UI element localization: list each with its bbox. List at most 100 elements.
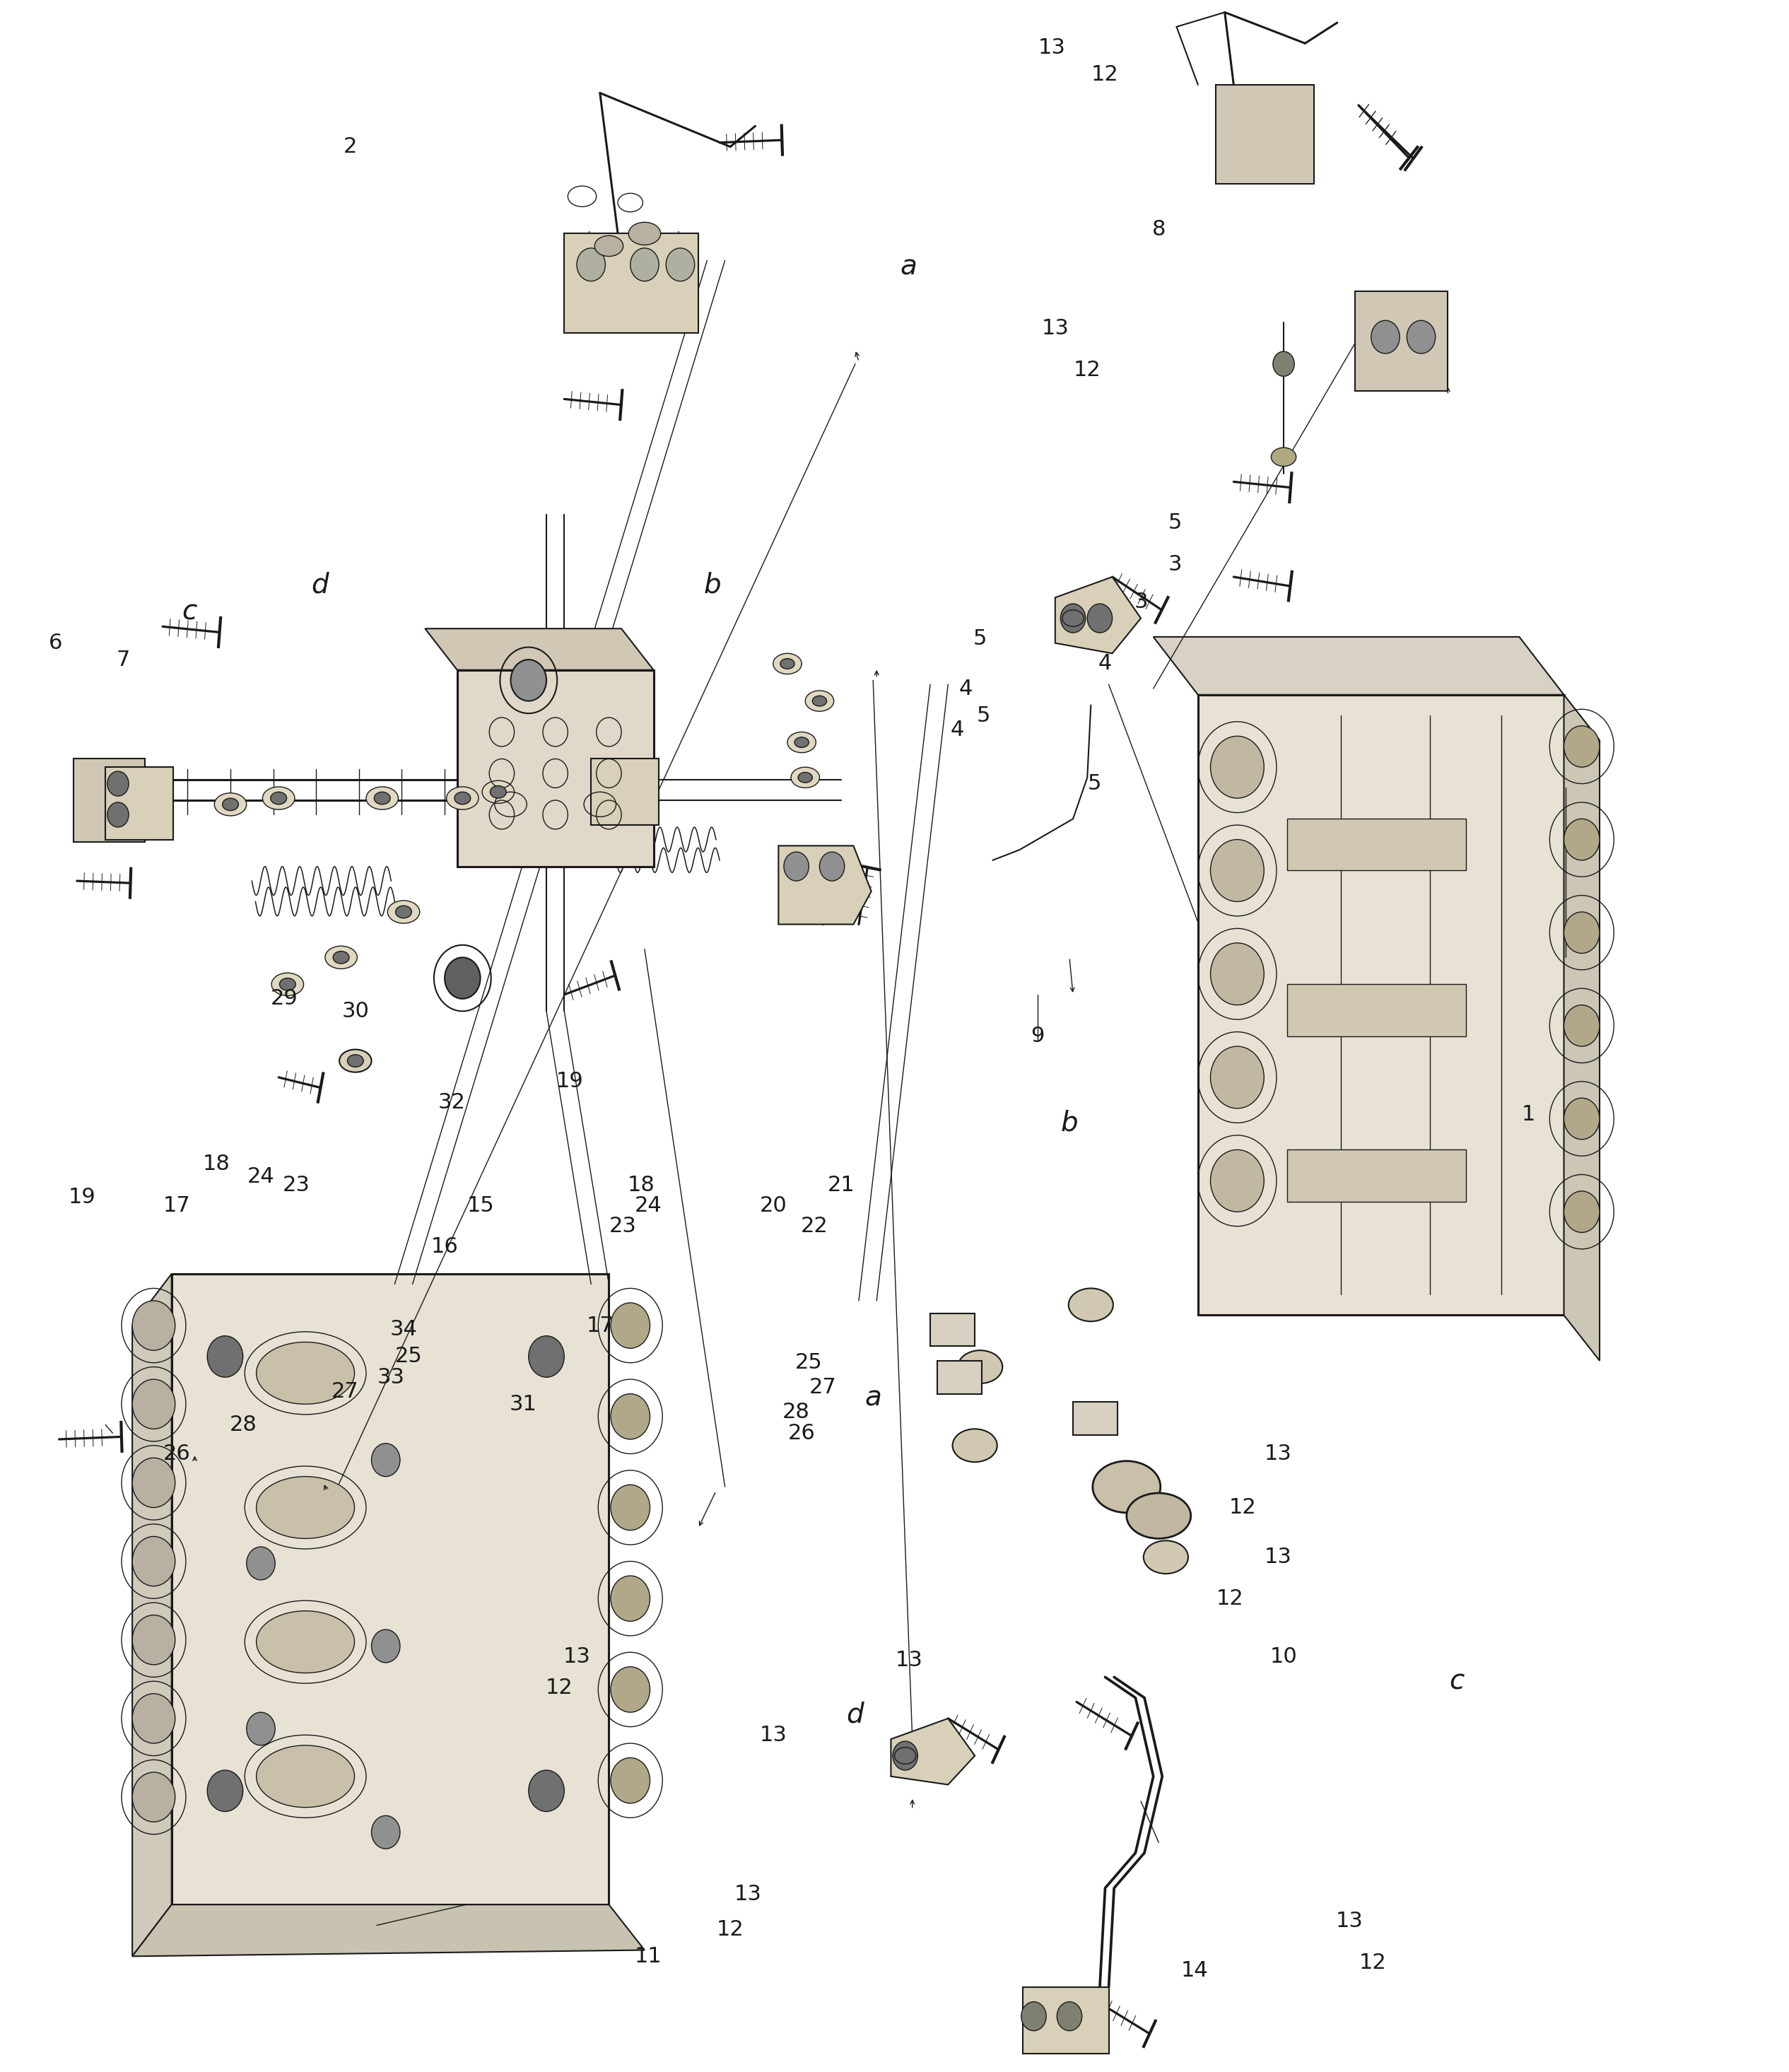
Text: 21: 21 <box>827 1175 855 1196</box>
Text: 12: 12 <box>1073 361 1100 381</box>
Text: 28: 28 <box>782 1403 810 1423</box>
Text: 27: 27 <box>331 1382 358 1403</box>
Ellipse shape <box>1093 1461 1161 1513</box>
Ellipse shape <box>628 222 660 244</box>
Bar <box>1023 1987 1109 2053</box>
Ellipse shape <box>1127 1494 1191 1539</box>
Text: 12: 12 <box>1217 1589 1243 1608</box>
Circle shape <box>528 1336 564 1378</box>
Ellipse shape <box>957 1351 1002 1384</box>
Ellipse shape <box>279 978 295 990</box>
Circle shape <box>132 1614 175 1664</box>
Text: 23: 23 <box>283 1175 309 1196</box>
Ellipse shape <box>1068 1289 1113 1322</box>
Text: a: a <box>900 253 918 280</box>
Ellipse shape <box>490 785 506 798</box>
Circle shape <box>510 659 546 700</box>
Text: 12: 12 <box>717 1919 744 1939</box>
Ellipse shape <box>256 1745 354 1807</box>
Circle shape <box>1211 1150 1265 1212</box>
Circle shape <box>610 1757 649 1803</box>
Ellipse shape <box>395 905 411 918</box>
Bar <box>458 669 653 866</box>
Polygon shape <box>132 1904 644 1956</box>
Polygon shape <box>426 628 653 669</box>
Circle shape <box>630 249 658 282</box>
Text: 8: 8 <box>1152 220 1166 240</box>
Text: 5: 5 <box>973 628 988 649</box>
Circle shape <box>893 1740 918 1769</box>
Circle shape <box>1274 352 1295 377</box>
Text: c: c <box>1449 1668 1465 1695</box>
Text: 12: 12 <box>546 1676 572 1697</box>
Ellipse shape <box>270 792 286 804</box>
Circle shape <box>1211 736 1265 798</box>
Polygon shape <box>132 1274 172 1956</box>
Text: 28: 28 <box>229 1415 256 1436</box>
Bar <box>1288 818 1465 870</box>
Circle shape <box>372 1629 401 1662</box>
Circle shape <box>1564 818 1599 860</box>
Bar <box>1288 984 1465 1036</box>
Ellipse shape <box>326 947 358 970</box>
Circle shape <box>610 1666 649 1711</box>
Text: 13: 13 <box>1336 1910 1363 1931</box>
Text: 29: 29 <box>270 988 297 1009</box>
Text: a: a <box>864 1384 882 1411</box>
Ellipse shape <box>1272 448 1297 466</box>
Text: b: b <box>1061 1109 1079 1135</box>
Ellipse shape <box>347 1055 363 1067</box>
Text: 14: 14 <box>1181 1960 1208 1981</box>
Circle shape <box>208 1336 243 1378</box>
Text: 7: 7 <box>116 649 131 669</box>
Text: 5: 5 <box>1088 773 1102 794</box>
Text: 26: 26 <box>163 1444 191 1465</box>
Bar <box>106 767 174 839</box>
Circle shape <box>132 1301 175 1351</box>
Ellipse shape <box>388 901 420 924</box>
Text: 22: 22 <box>800 1216 828 1237</box>
Bar <box>564 234 698 334</box>
Text: 9: 9 <box>1030 1026 1045 1046</box>
Text: 25: 25 <box>794 1353 823 1374</box>
Text: 10: 10 <box>1270 1645 1297 1666</box>
Text: 1: 1 <box>1521 1104 1535 1125</box>
Text: 25: 25 <box>395 1347 422 1368</box>
Text: 34: 34 <box>390 1320 417 1341</box>
Ellipse shape <box>1143 1542 1188 1575</box>
Text: 17: 17 <box>163 1196 191 1216</box>
Circle shape <box>1564 725 1599 767</box>
Circle shape <box>208 1769 243 1811</box>
Text: 12: 12 <box>1229 1498 1256 1519</box>
Text: 16: 16 <box>431 1237 458 1258</box>
Bar <box>1288 1150 1465 1202</box>
Text: 12: 12 <box>1360 1952 1386 1973</box>
Ellipse shape <box>340 1048 372 1071</box>
Bar <box>930 1314 975 1347</box>
Ellipse shape <box>812 696 827 707</box>
Text: 5: 5 <box>1168 514 1181 533</box>
Text: 27: 27 <box>809 1378 837 1399</box>
Circle shape <box>1057 2002 1082 2031</box>
Text: 11: 11 <box>635 1946 662 1966</box>
Circle shape <box>132 1772 175 1821</box>
Ellipse shape <box>791 767 819 787</box>
Text: 19: 19 <box>556 1071 583 1092</box>
Bar <box>172 1274 608 1904</box>
Circle shape <box>784 852 809 881</box>
Text: 13: 13 <box>894 1649 923 1670</box>
Circle shape <box>132 1693 175 1743</box>
Ellipse shape <box>454 792 471 804</box>
Text: 3: 3 <box>1134 591 1149 611</box>
Text: 13: 13 <box>564 1645 590 1666</box>
Circle shape <box>1564 1098 1599 1140</box>
Text: 31: 31 <box>510 1394 537 1415</box>
Circle shape <box>1088 603 1113 632</box>
Circle shape <box>132 1537 175 1585</box>
Bar <box>1073 1403 1118 1436</box>
Text: 30: 30 <box>342 1001 369 1021</box>
Bar <box>1354 292 1447 392</box>
Circle shape <box>132 1459 175 1508</box>
Text: 13: 13 <box>759 1724 787 1745</box>
Circle shape <box>610 1577 649 1620</box>
